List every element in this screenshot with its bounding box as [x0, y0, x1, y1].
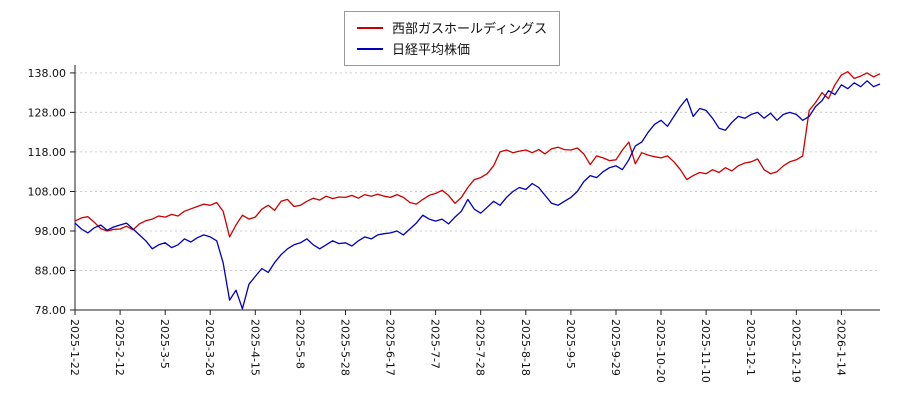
y-tick-label: 138.00: [28, 67, 67, 80]
x-tick-label: 2025-11-10: [699, 319, 712, 383]
x-tick-label: 2025-6-17: [384, 319, 397, 376]
legend-label-nikkei: 日経平均株価: [392, 43, 471, 58]
blue-line-swatch: [357, 47, 383, 50]
series-line-0: [74, 71, 881, 238]
x-tick-label: 2025-8-18: [519, 319, 532, 376]
y-tick-label: 98.00: [35, 225, 67, 238]
x-tick-label: 2025-9-29: [609, 319, 622, 376]
red-line-swatch: [357, 26, 383, 29]
x-tick-label: 2025-3-26: [203, 319, 216, 376]
x-tick-label: 2025-3-5: [158, 319, 171, 369]
y-tick-label: 78.00: [35, 304, 67, 317]
x-tick-label: 2025-5-28: [339, 319, 352, 376]
y-tick-label: 88.00: [35, 265, 67, 278]
legend-item-nikkei: 日経平均株価: [357, 38, 547, 59]
x-tick-label: 2025-9-5: [564, 319, 577, 369]
x-tick-label: 2025-4-15: [248, 319, 261, 376]
x-tick-label: 2025-10-20: [654, 319, 667, 383]
y-tick-label: 128.00: [28, 106, 67, 119]
y-tick-label: 108.00: [28, 186, 67, 199]
x-tick-label: 2025-7-28: [474, 319, 487, 376]
x-tick-label: 2025-2-12: [113, 319, 126, 376]
legend-label-seibu-gas: 西部ガスホールディングス: [392, 22, 548, 37]
x-tick-label: 2025-7-7: [429, 319, 442, 369]
y-tick-label: 118.00: [28, 146, 67, 159]
x-tick-label: 2025-12-1: [744, 319, 757, 376]
x-tick-label: 2025-5-8: [293, 319, 306, 369]
x-tick-label: 2025-1-22: [68, 319, 81, 376]
series-line-1: [74, 80, 881, 310]
legend: 西部ガスホールディングス 日経平均株価: [344, 11, 561, 66]
legend-item-seibu-gas: 西部ガスホールディングス: [357, 17, 547, 38]
x-tick-label: 2026-1-14: [834, 319, 847, 376]
x-tick-label: 2025-12-19: [789, 319, 802, 383]
